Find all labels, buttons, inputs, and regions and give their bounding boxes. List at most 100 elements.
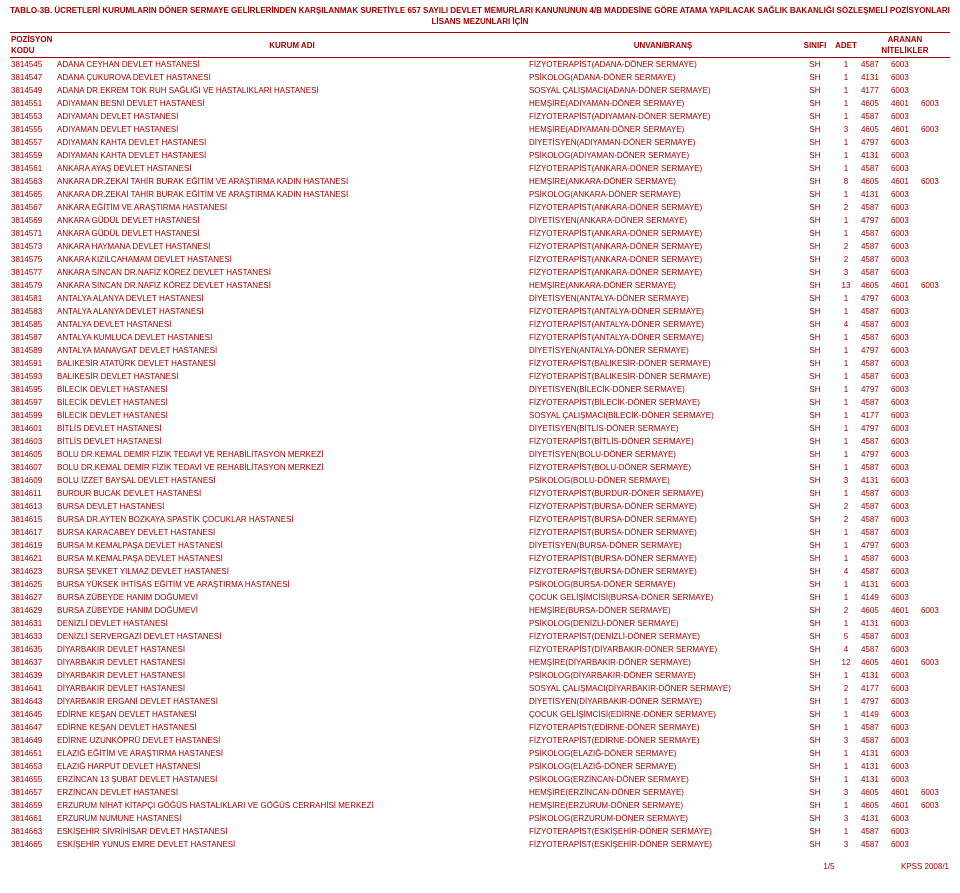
cell: ERZURUM NİHAT KİTAPÇI GÖĞÜS HASTALIKLARI… [56, 799, 528, 812]
cell: 3814663 [10, 825, 56, 838]
table-row: 3814597BİLECİK DEVLET HASTANESİFİZYOTERA… [10, 396, 950, 409]
cell: 4587 [860, 396, 890, 409]
cell [920, 136, 950, 149]
cell: 6003 [890, 708, 920, 721]
cell [920, 266, 950, 279]
cell: ADIYAMAN KAHTA DEVLET HASTANESİ [56, 149, 528, 162]
positions-table: POZİSYONKODU KURUM ADI UNVAN/BRANŞ SINIF… [10, 32, 950, 873]
cell: SH [798, 578, 832, 591]
cell: SH [798, 318, 832, 331]
cell: 1 [832, 188, 860, 201]
cell: BURSA M.KEMALPAŞA DEVLET HASTANESİ [56, 539, 528, 552]
cell [920, 344, 950, 357]
cell [920, 71, 950, 84]
table-row: 3814631DENİZLİ DEVLET HASTANESİPSİKOLOG(… [10, 617, 950, 630]
cell: FİZYOTERAPİST(BOLU-DÖNER SERMAYE) [528, 461, 798, 474]
cell: FİZYOTERAPİST(ANKARA-DÖNER SERMAYE) [528, 162, 798, 175]
cell: SH [798, 344, 832, 357]
cell: 6003 [890, 71, 920, 84]
cell [920, 643, 950, 656]
cell: PSİKOLOG(BOLU-DÖNER SERMAYE) [528, 474, 798, 487]
cell: ADANA ÇUKUROVA DEVLET HASTANESİ [56, 71, 528, 84]
cell [920, 578, 950, 591]
header-code: POZİSYON [11, 34, 55, 45]
table-header: POZİSYONKODU KURUM ADI UNVAN/BRANŞ SINIF… [10, 33, 950, 58]
cell: 4605 [860, 279, 890, 292]
cell: 3814587 [10, 331, 56, 344]
cell: SH [798, 370, 832, 383]
cell: SH [798, 747, 832, 760]
cell: SH [798, 136, 832, 149]
table-row: 3814569ANKARA GÜDÜL DEVLET HASTANESİDİYE… [10, 214, 950, 227]
cell: 3814623 [10, 565, 56, 578]
cell [920, 318, 950, 331]
cell: SH [798, 292, 832, 305]
table-row: 3814545ADANA CEYHAN DEVLET HASTANESİFİZY… [10, 58, 950, 72]
cell: FİZYOTERAPİST(BALIKESİR-DÖNER SERMAYE) [528, 370, 798, 383]
cell: ANTALYA KUMLUCA DEVLET HASTANESİ [56, 331, 528, 344]
cell: 6003 [890, 292, 920, 305]
cell: 1 [832, 526, 860, 539]
cell: 6003 [890, 201, 920, 214]
cell: 6003 [890, 422, 920, 435]
cell: 6003 [890, 266, 920, 279]
cell: 6003 [890, 214, 920, 227]
cell: 3814619 [10, 539, 56, 552]
cell: 3814605 [10, 448, 56, 461]
cell [920, 357, 950, 370]
cell: HEMŞİRE(ERZİNCAN-DÖNER SERMAYE) [528, 786, 798, 799]
cell: ANKARA DR.ZEKAİ TAHİR BURAK EĞİTİM VE AR… [56, 175, 528, 188]
cell: 6003 [890, 552, 920, 565]
cell: DİYETİSYEN(BOLU-DÖNER SERMAYE) [528, 448, 798, 461]
cell: 1 [832, 448, 860, 461]
cell [920, 331, 950, 344]
cell: 4587 [860, 461, 890, 474]
cell: 6003 [890, 526, 920, 539]
cell: 6003 [890, 578, 920, 591]
cell: 4601 [890, 279, 920, 292]
cell: ANTALYA DEVLET HASTANESİ [56, 318, 528, 331]
cell: SH [798, 461, 832, 474]
cell: 3814615 [10, 513, 56, 526]
cell: 6003 [890, 591, 920, 604]
cell: 4587 [860, 500, 890, 513]
cell: 3814585 [10, 318, 56, 331]
cell: 4601 [890, 97, 920, 110]
cell: 6003 [890, 409, 920, 422]
table-row: 3814591BALIKESİR ATATÜRK DEVLET HASTANES… [10, 357, 950, 370]
cell: 3814665 [10, 838, 56, 851]
cell: 1 [832, 110, 860, 123]
cell: 4601 [890, 799, 920, 812]
cell: 6003 [890, 695, 920, 708]
cell: DENİZLİ SERVERGAZİ DEVLET HASTANESİ [56, 630, 528, 643]
cell: 4131 [860, 669, 890, 682]
cell: 6003 [890, 435, 920, 448]
cell: BOLU DR.KEMAL DEMİR FİZİK TEDAVİ VE REHA… [56, 448, 528, 461]
cell: 4587 [860, 331, 890, 344]
cell: 3814627 [10, 591, 56, 604]
cell: 1 [832, 591, 860, 604]
table-row: 3814641DİYARBAKIR DEVLET HASTANESİSOSYAL… [10, 682, 950, 695]
cell: FİZYOTERAPİST(EDİRNE-DÖNER SERMAYE) [528, 721, 798, 734]
cell: 3814635 [10, 643, 56, 656]
cell: SH [798, 630, 832, 643]
cell: ESKİŞEHİR YUNUS EMRE DEVLET HASTANESİ [56, 838, 528, 851]
cell: 4605 [860, 799, 890, 812]
cell: 5 [832, 630, 860, 643]
cell: 3814557 [10, 136, 56, 149]
cell [920, 682, 950, 695]
cell: 4605 [860, 97, 890, 110]
cell: 3 [832, 123, 860, 136]
cell: 4587 [860, 721, 890, 734]
table-row: 3814637DİYARBAKIR DEVLET HASTANESİHEMŞİR… [10, 656, 950, 669]
cell: SOSYAL ÇALIŞMACI(ADANA-DÖNER SERMAYE) [528, 84, 798, 97]
cell [920, 214, 950, 227]
cell [920, 201, 950, 214]
cell: FİZYOTERAPİST(BURSA-DÖNER SERMAYE) [528, 552, 798, 565]
cell: FİZYOTERAPİST(ANTALYA-DÖNER SERMAYE) [528, 331, 798, 344]
table-row: 3814629BURSA ZÜBEYDE HANIM DOĞUMEVİHEMŞİ… [10, 604, 950, 617]
table-row: 3814649EDİRNE UZUNKÖPRÜ DEVLET HASTANESİ… [10, 734, 950, 747]
cell: 4 [832, 318, 860, 331]
cell: BURSA KARACABEY DEVLET HASTANESİ [56, 526, 528, 539]
table-row: 3814659ERZURUM NİHAT KİTAPÇI GÖĞÜS HASTA… [10, 799, 950, 812]
